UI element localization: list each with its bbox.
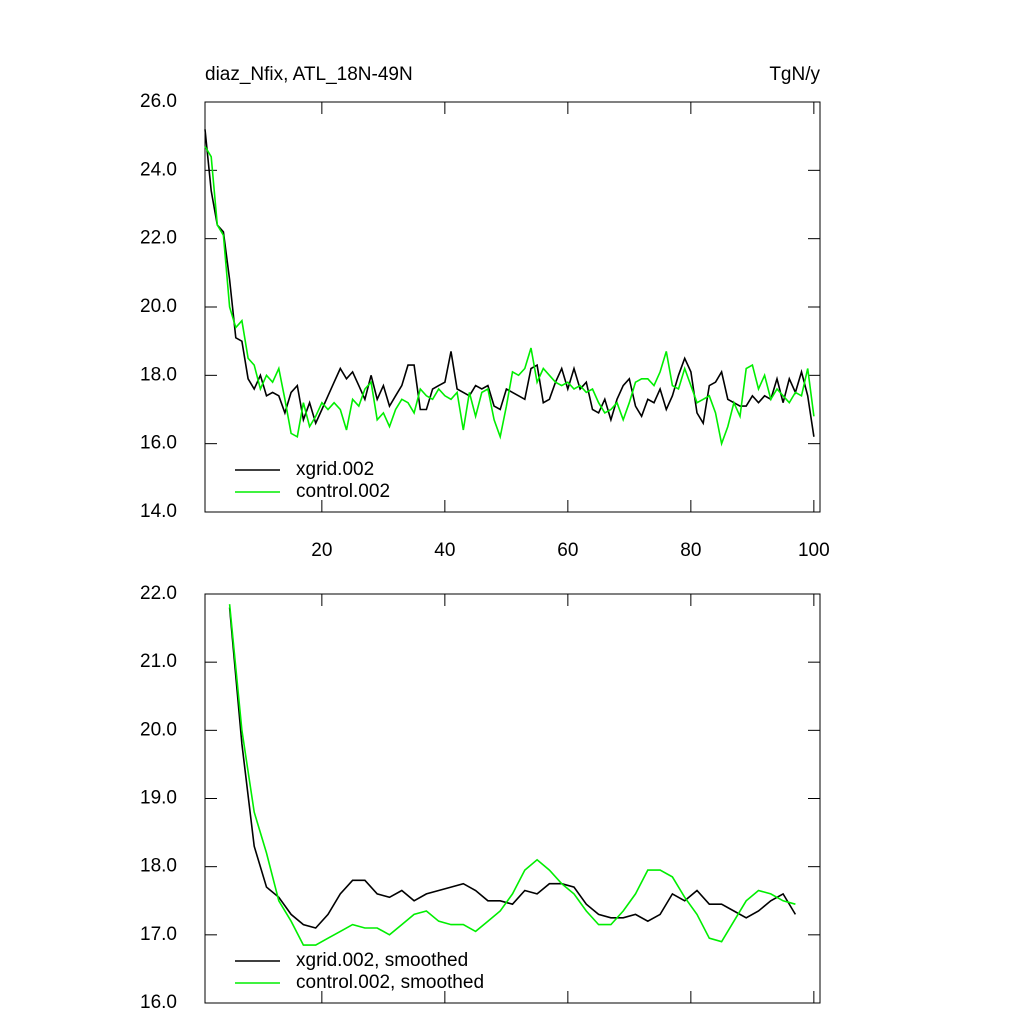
y-tick-label: 21.0 <box>140 651 177 672</box>
plot-frame <box>204 593 821 1004</box>
x-tick-label: 40 <box>434 540 455 561</box>
y-tick-label: 18.0 <box>140 364 177 385</box>
y-tick-label: 24.0 <box>140 159 177 180</box>
y-tick-label: 19.0 <box>140 788 177 809</box>
plot-frame <box>204 101 821 513</box>
y-tick-label: 20.0 <box>140 296 177 317</box>
y-tick-label: 20.0 <box>140 719 177 740</box>
x-tick-label: 20 <box>311 540 332 561</box>
y-tick-label: 22.0 <box>140 583 177 604</box>
series-line <box>228 607 797 929</box>
y-tick-label: 22.0 <box>140 228 177 249</box>
x-tick-label: 80 <box>680 540 701 561</box>
legend-label: control.002, smoothed <box>296 972 484 993</box>
series-line <box>228 604 796 946</box>
y-tick-label: 16.0 <box>140 992 177 1013</box>
legend-label: control.002 <box>296 481 390 502</box>
chart-title: diaz_Nfix, ATL_18N-49N <box>205 64 413 85</box>
legend-label: xgrid.002, smoothed <box>296 950 468 971</box>
y-tick-label: 26.0 <box>140 91 177 112</box>
units-label: TgN/y <box>769 64 820 85</box>
y-tick-label: 16.0 <box>140 433 177 454</box>
x-tick-label: 100 <box>798 540 830 561</box>
y-tick-label: 18.0 <box>140 856 177 877</box>
x-tick-label: 60 <box>557 540 578 561</box>
series-line <box>204 145 815 447</box>
y-tick-label: 14.0 <box>140 501 177 522</box>
legend-label: xgrid.002 <box>296 459 374 480</box>
y-tick-label: 17.0 <box>140 924 177 945</box>
